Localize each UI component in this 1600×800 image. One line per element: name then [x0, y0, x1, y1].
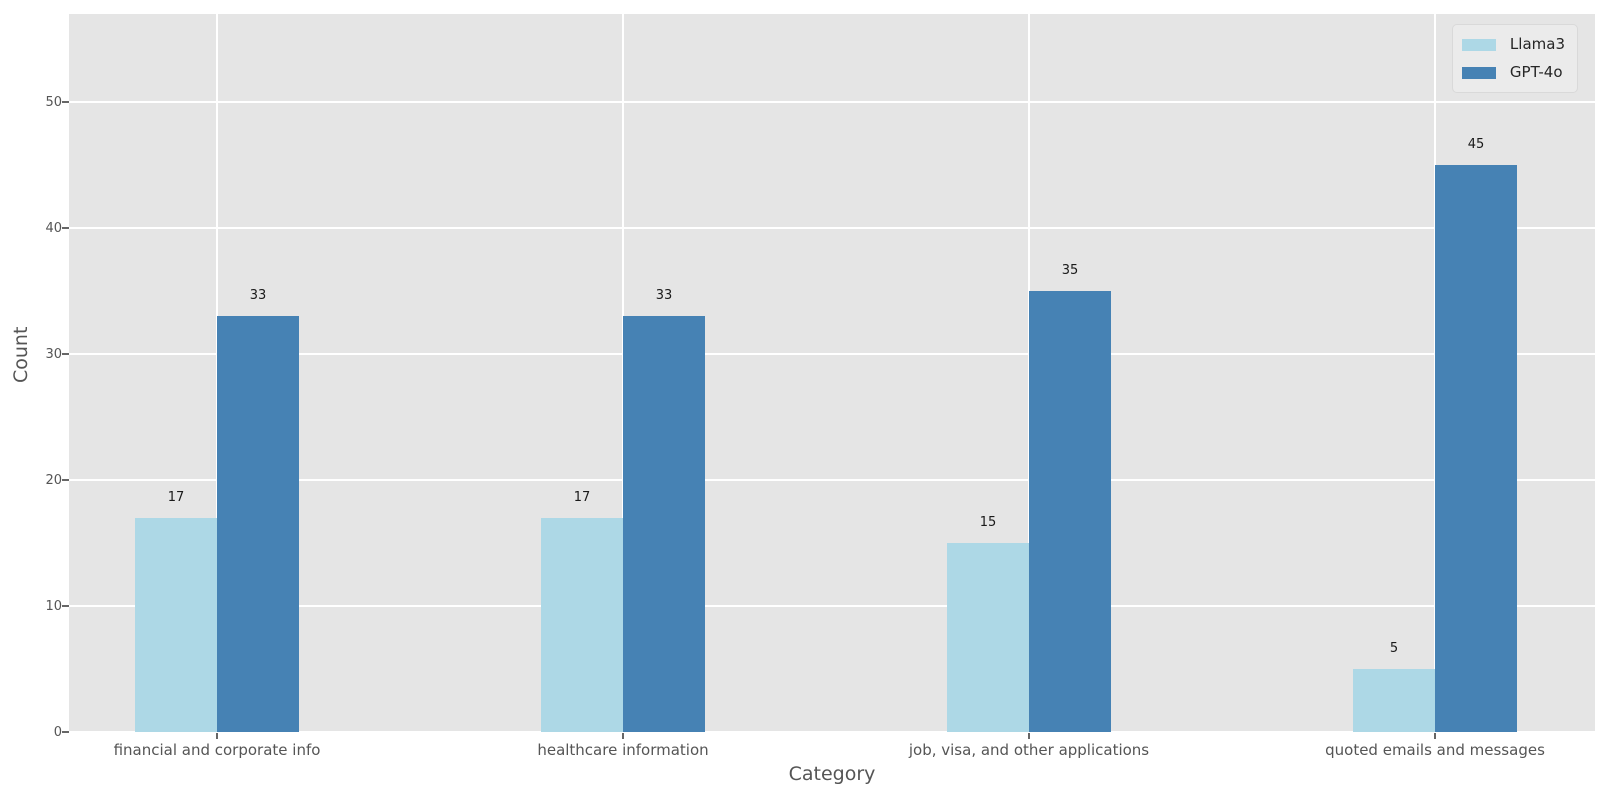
legend-item-llama3: Llama3	[1461, 34, 1565, 55]
bar-llama3	[135, 517, 217, 732]
gridline-horizontal	[69, 479, 1595, 482]
y-tick-mark	[62, 353, 69, 356]
x-tick-mark	[1028, 733, 1030, 739]
bar-value-label: 33	[249, 288, 267, 304]
legend-label-llama3: Llama3	[1509, 35, 1565, 53]
bar-gpt-4o	[217, 316, 299, 732]
y-tick-mark	[62, 731, 69, 733]
gridline-horizontal	[69, 227, 1595, 230]
y-axis-title: Count	[10, 326, 32, 383]
bar-gpt-4o	[1029, 291, 1111, 732]
bar-value-label: 35	[1061, 263, 1079, 279]
bar-value-label: 17	[167, 489, 185, 505]
y-tick-label: 0	[53, 725, 62, 740]
bar-value-label: 15	[979, 515, 997, 531]
bar-llama3	[947, 543, 1029, 732]
legend: Llama3 GPT-4o	[1451, 24, 1578, 93]
bar-value-label: 33	[655, 288, 673, 304]
bar-gpt-4o	[1435, 165, 1517, 732]
bar-llama3	[1353, 669, 1435, 732]
gridline-horizontal	[69, 605, 1595, 608]
x-axis-title: Category	[788, 763, 876, 785]
x-category-label: healthcare information	[537, 741, 709, 759]
gridline-horizontal	[69, 101, 1595, 104]
plot-area: 17 17 15 5 33 33 35 45 Llama3 GPT-4o	[69, 14, 1595, 733]
x-tick-mark	[216, 733, 218, 739]
gridline-horizontal	[69, 731, 1595, 733]
legend-swatch-gpt4o	[1461, 66, 1496, 79]
x-tick-mark	[1434, 733, 1436, 739]
x-tick-mark	[622, 733, 624, 739]
y-tick-mark	[62, 605, 69, 608]
y-tick-mark	[62, 227, 69, 230]
x-category-label: financial and corporate info	[113, 741, 321, 759]
y-tick-label: 50	[45, 95, 62, 111]
y-tick-mark	[62, 101, 69, 104]
bar-value-label: 17	[573, 489, 591, 505]
y-tick-label: 30	[45, 347, 62, 363]
y-tick-label: 40	[45, 221, 62, 237]
legend-label-gpt4o: GPT-4o	[1509, 63, 1563, 81]
y-tick-label: 10	[45, 599, 62, 615]
bar-value-label: 5	[1389, 641, 1399, 657]
legend-item-gpt4o: GPT-4o	[1461, 62, 1565, 83]
bar-value-label: 45	[1467, 137, 1485, 153]
gridline-horizontal	[69, 353, 1595, 356]
x-category-label: quoted emails and messages	[1325, 741, 1545, 759]
bar-gpt-4o	[623, 316, 705, 732]
x-category-label: job, visa, and other applications	[908, 741, 1150, 759]
bar-llama3	[541, 517, 623, 732]
y-tick-mark	[62, 479, 69, 482]
y-tick-label: 20	[45, 473, 62, 489]
legend-swatch-llama3	[1461, 38, 1496, 51]
